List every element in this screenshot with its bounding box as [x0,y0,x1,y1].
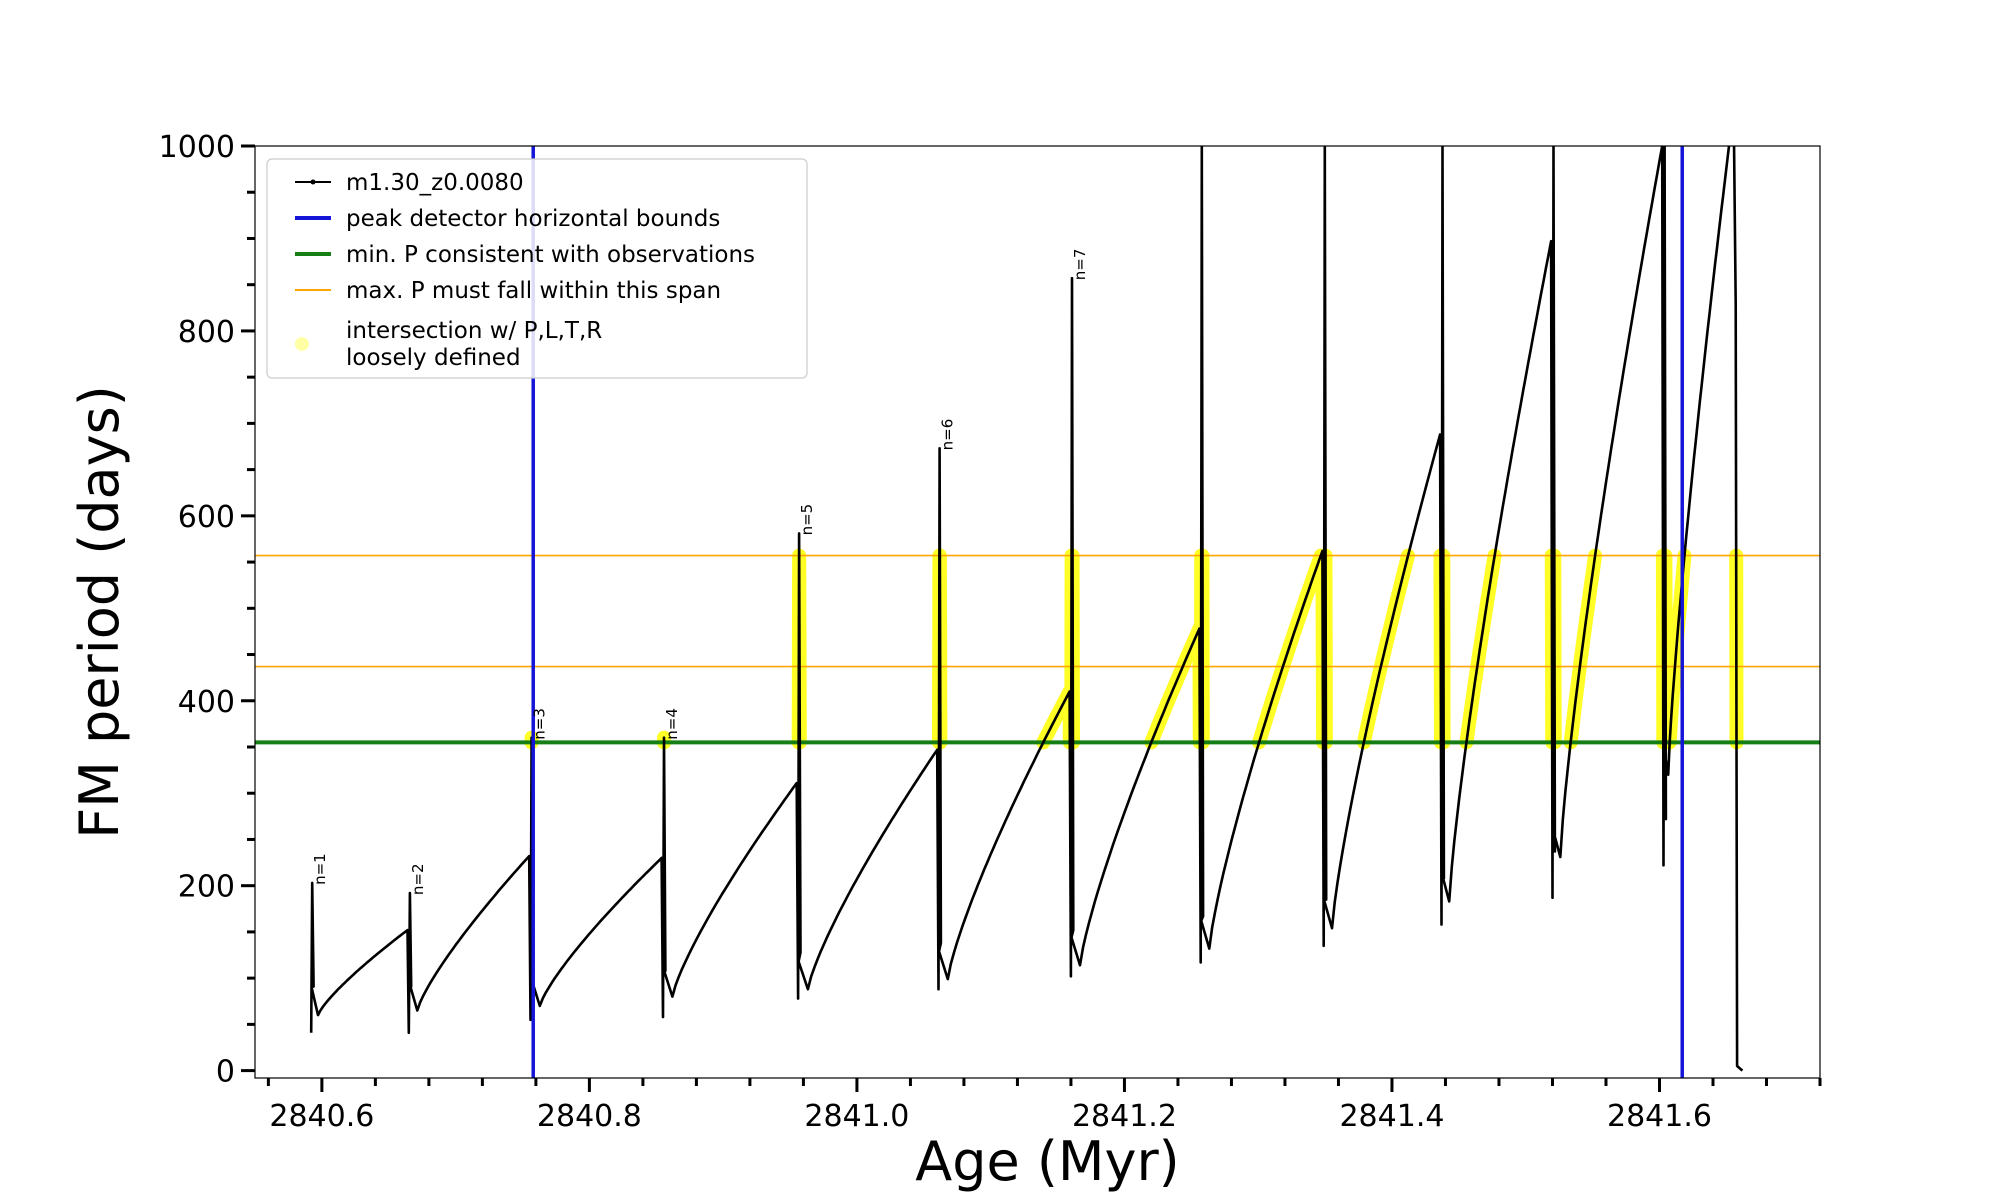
peak-label: n=2 [409,863,427,895]
peak-label: n=3 [531,708,549,740]
legend-label: max. P must fall within this span [346,278,721,304]
plot-area [255,146,1820,1078]
legend-label: loosely defined [346,345,521,371]
peak-label: n=7 [1071,249,1089,281]
x-tick-label: 2841.4 [1339,1099,1444,1134]
y-tick-label: 200 [178,870,235,905]
peak-label: n=6 [939,419,957,451]
axes: n=1 n=2 n=3 n=4 n=5 n=6 n=7 0 200 400 600 800 1000 28… [68,130,1822,1193]
y-tick-label: 400 [178,685,235,720]
y-tick-label: 1000 [159,130,235,165]
plot-frame [254,145,1821,1079]
x-tick-label: 2840.6 [269,1099,374,1134]
legend-label: peak detector horizontal bounds [346,206,720,232]
legend-label: min. P consistent with observations [346,242,755,268]
legend-label: m1.30_z0.0080 [346,170,524,196]
peak-label: n=4 [663,708,681,740]
x-tick-label: 2840.8 [537,1099,642,1134]
peak-label: n=1 [311,853,329,885]
legend-swatch-marker [310,179,316,185]
legend-swatch-marker [295,337,309,351]
legend-box [266,158,808,379]
y-tick-label: 0 [216,1055,235,1090]
x-tick-label: 2841.6 [1607,1099,1712,1134]
y-axis-label: FM period (days) [68,385,131,839]
x-axis-label: Age (Myr) [915,1130,1180,1193]
y-tick-label: 800 [178,315,235,350]
series-m1.30_z0.0080 [309,146,1744,1072]
legend-label: intersection w/ P,L,T,R [346,318,602,344]
y-tick-label: 600 [178,500,235,535]
x-tick-label: 2841.0 [804,1099,909,1134]
peak-label: n=5 [798,504,816,536]
x-tick-label: 2841.2 [1072,1099,1177,1134]
